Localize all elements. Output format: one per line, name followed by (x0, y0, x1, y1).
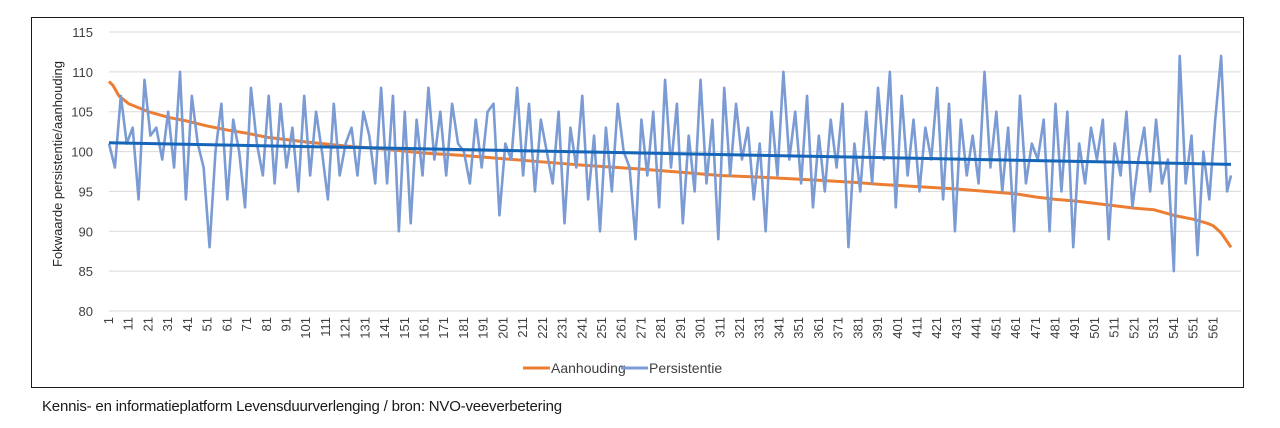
x-tick-label: 551 (1186, 317, 1201, 339)
x-tick-label: 361 (811, 317, 826, 339)
y-tick-label: 105 (71, 105, 93, 120)
x-tick-label: 241 (574, 317, 589, 339)
x-tick-label: 491 (1067, 317, 1082, 339)
y-tick-label: 85 (79, 264, 93, 279)
x-tick-label: 71 (239, 317, 254, 331)
x-tick-label: 61 (219, 317, 234, 331)
y-tick-label: 110 (72, 65, 93, 80)
y-tick-labels: 80 85 90 95 100 105 110 115 (71, 25, 93, 319)
x-tick-label: 31 (160, 317, 175, 331)
x-tick-label: 101 (298, 317, 313, 339)
x-tick-label: 191 (476, 317, 491, 339)
legend: Aanhouding Persistentie (523, 360, 722, 376)
x-tick-label: 531 (1146, 317, 1161, 339)
x-tick-label: 391 (870, 317, 885, 339)
x-tick-label: 111 (318, 317, 333, 337)
x-tick-label: 291 (673, 317, 688, 339)
x-tick-label: 541 (1166, 317, 1181, 339)
x-tick-label: 201 (495, 317, 510, 339)
series-line-persistentie (107, 54, 1233, 273)
x-tick-label: 231 (555, 317, 570, 339)
x-tick-label: 321 (732, 317, 747, 339)
x-tick-label: 171 (436, 317, 451, 339)
x-tick-label: 411 (909, 317, 924, 338)
x-tick-label: 451 (988, 317, 1003, 339)
x-tick-label: 11 (121, 317, 136, 331)
x-tick-label: 51 (200, 317, 215, 331)
x-tick-label: 261 (614, 317, 629, 339)
y-tick-label: 95 (79, 184, 93, 199)
x-tick-label: 301 (693, 317, 708, 339)
x-tick-label: 131 (357, 317, 372, 339)
x-tick-label: 311 (712, 317, 727, 338)
x-tick-label: 431 (949, 317, 964, 339)
x-tick-label: 281 (653, 317, 668, 339)
y-tick-label: 90 (79, 224, 93, 239)
x-tick-label: 181 (456, 317, 471, 339)
legend-label-aanhouding: Aanhouding (551, 360, 626, 376)
x-tick-label: 341 (771, 317, 786, 339)
x-tick-label: 441 (969, 317, 984, 339)
y-axis-label: Fokwaarde persistentie/aanhouding (50, 61, 65, 267)
legend-label-persistentie: Persistentie (649, 360, 722, 376)
x-tick-label: 21 (140, 317, 155, 331)
x-tick-label: 421 (929, 317, 944, 339)
x-tick-label: 351 (791, 317, 806, 339)
x-tick-label: 501 (1087, 317, 1102, 339)
x-tick-label: 481 (1048, 317, 1063, 339)
x-tick-label: 151 (397, 317, 412, 339)
x-tick-label: 471 (1028, 317, 1043, 339)
x-tick-label: 41 (180, 317, 195, 331)
x-tick-label: 511 (1107, 317, 1122, 338)
trendline-persistentie (108, 141, 1232, 166)
x-tick-label: 141 (377, 317, 392, 339)
x-tick-label: 371 (831, 317, 846, 339)
x-tick-label: 121 (338, 317, 353, 339)
y-tick-label: 80 (79, 304, 93, 319)
x-tick-label: 271 (633, 317, 648, 339)
x-tick-label: 1 (101, 317, 116, 324)
x-tick-label: 251 (594, 317, 609, 339)
x-tick-label: 401 (890, 317, 905, 339)
x-tick-label: 561 (1205, 317, 1220, 339)
x-tick-label: 211 (515, 317, 530, 338)
x-tick-label: 91 (278, 317, 293, 331)
x-tick-label: 331 (752, 317, 767, 339)
x-tick-label: 521 (1126, 317, 1141, 339)
x-tick-label: 161 (417, 317, 432, 339)
y-tick-label: 100 (71, 145, 93, 160)
x-tick-label: 221 (535, 317, 550, 339)
x-tick-labels: 1 11 21 31 41 51 61 71 81 91 101 111 121 131 141 151 161… (101, 317, 1220, 339)
source-caption: Kennis- en informatieplatform Levensduur… (42, 398, 562, 415)
x-tick-label: 461 (1008, 317, 1023, 339)
series-lines (107, 54, 1233, 273)
x-tick-label: 381 (850, 317, 865, 339)
x-tick-label: 81 (259, 317, 274, 331)
y-tick-label: 115 (72, 25, 93, 40)
